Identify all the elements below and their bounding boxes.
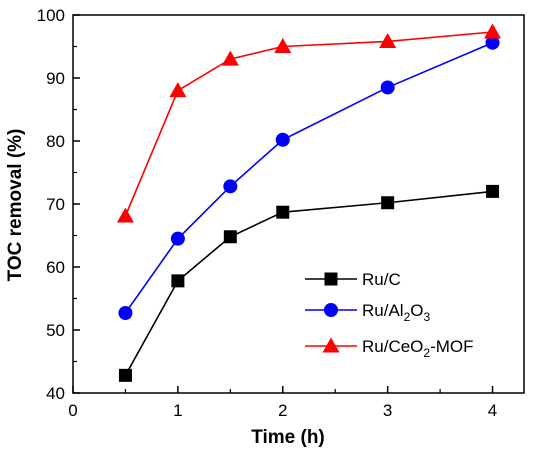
- series-triangle: [116, 23, 502, 223]
- y-tick-label: 100: [37, 6, 65, 25]
- x-tick-label: 2: [278, 401, 287, 420]
- x-tick-label: 0: [68, 401, 77, 420]
- data-point: [380, 80, 395, 95]
- data-point: [486, 184, 500, 198]
- x-tick-label: 4: [488, 401, 497, 420]
- y-tick-label: 40: [46, 384, 65, 403]
- x-axis-title: Time (h): [251, 427, 325, 448]
- data-point: [223, 230, 237, 244]
- axis-ticks: 0 1 2 3 4 40 50 60 70 80 90 100: [37, 6, 498, 420]
- legend-marker: [324, 303, 338, 317]
- legend-marker: [324, 272, 338, 286]
- data-point: [274, 38, 292, 53]
- legend-entry: Ru/C: [305, 270, 401, 289]
- legend-entry: Ru/CeO2-MOF: [305, 337, 474, 360]
- data-point: [171, 274, 185, 288]
- data-series: [116, 23, 502, 382]
- legend-marker: [322, 337, 340, 353]
- data-point: [118, 368, 132, 382]
- legend-entry: Ru/Al2O3: [305, 301, 431, 324]
- data-point: [221, 50, 239, 66]
- series-line: [124, 41, 493, 314]
- y-tick-label: 80: [46, 132, 65, 151]
- data-point: [223, 179, 238, 194]
- series-circle: [118, 35, 500, 320]
- y-tick-label: 60: [46, 258, 65, 277]
- data-point: [381, 196, 395, 210]
- data-point: [276, 205, 290, 219]
- y-tick-label: 90: [46, 69, 65, 88]
- legend-label: Ru/Al2O3: [362, 301, 431, 324]
- y-tick-label: 70: [46, 195, 65, 214]
- data-point: [484, 23, 502, 39]
- legend-label: Ru/CeO2-MOF: [362, 337, 474, 360]
- data-point: [275, 132, 290, 147]
- series-line: [124, 190, 493, 376]
- data-point: [170, 231, 185, 246]
- data-point: [169, 82, 187, 98]
- data-point: [379, 32, 397, 48]
- y-axis-title: TOC removal (%): [5, 129, 26, 282]
- data-point: [116, 207, 134, 223]
- series-line: [124, 31, 493, 217]
- x-tick-label: 1: [173, 401, 182, 420]
- series-square: [118, 184, 500, 382]
- data-point: [118, 305, 133, 320]
- data-point: [485, 35, 500, 50]
- legend: Ru/C Ru/Al2O3 Ru/CeO2-MOF: [305, 270, 474, 360]
- y-tick-label: 50: [46, 321, 65, 340]
- legend-label: Ru/C: [362, 270, 401, 289]
- x-tick-label: 3: [383, 401, 392, 420]
